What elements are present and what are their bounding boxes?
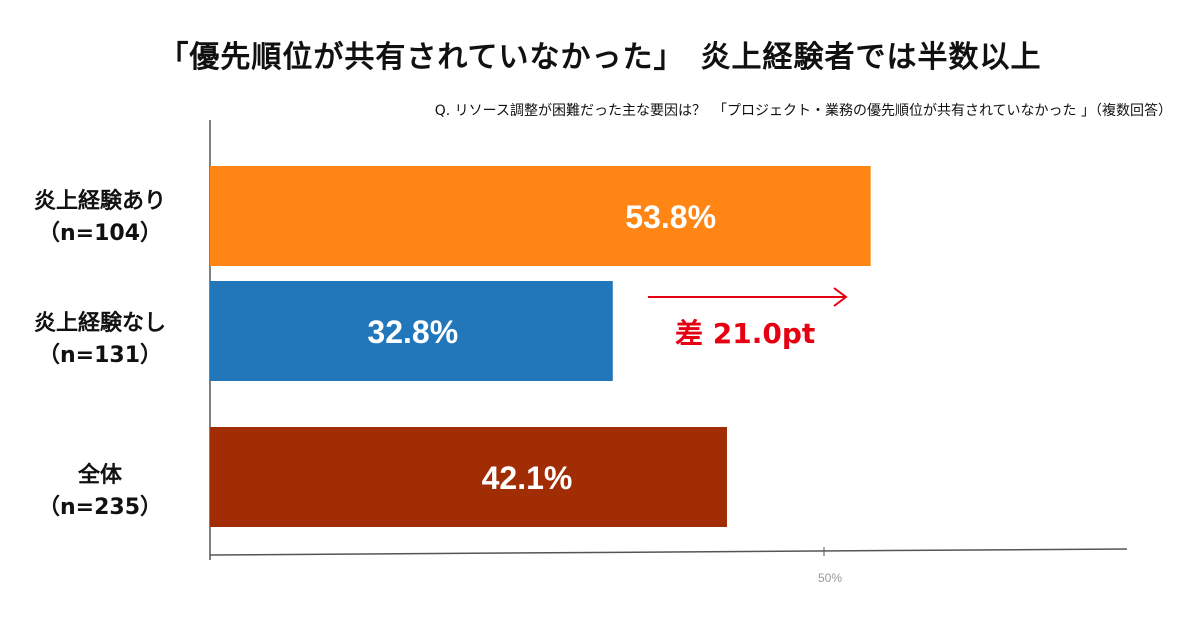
bar [210, 281, 613, 381]
category-label-experienced: 炎上経験あり （n=104） [0, 186, 200, 250]
chart-title: 「優先順位が共有されていなかった」 炎上経験者では半数以上 [158, 40, 1042, 75]
x-tick-label: 50% [818, 571, 842, 585]
category-sample-size: （n=104） [37, 221, 163, 246]
data-label: 32.8% [367, 314, 458, 350]
category-name: 炎上経験あり [33, 189, 166, 214]
x-axis-line [209, 548, 1128, 556]
category-sample-size: （n=235） [37, 495, 163, 520]
category-name: 全体 [77, 463, 122, 488]
bar [210, 427, 727, 527]
difference-annotation: 差 21.0pt [675, 317, 816, 350]
data-label: 42.1% [482, 460, 573, 496]
chart-subtitle: Q. リソース調整が困難だった主な要因は？ 「プロジェクト・業務の優先順位が共有… [434, 103, 1172, 119]
bar [210, 166, 871, 266]
category-label-not-experienced: 炎上経験なし （n=131） [0, 308, 200, 372]
category-label-total: 全体 （n=235） [0, 460, 200, 524]
category-sample-size: （n=131） [37, 343, 163, 368]
difference-arrow-head [833, 287, 848, 307]
data-label: 53.8% [625, 199, 716, 235]
category-name: 炎上経験なし [33, 311, 166, 336]
